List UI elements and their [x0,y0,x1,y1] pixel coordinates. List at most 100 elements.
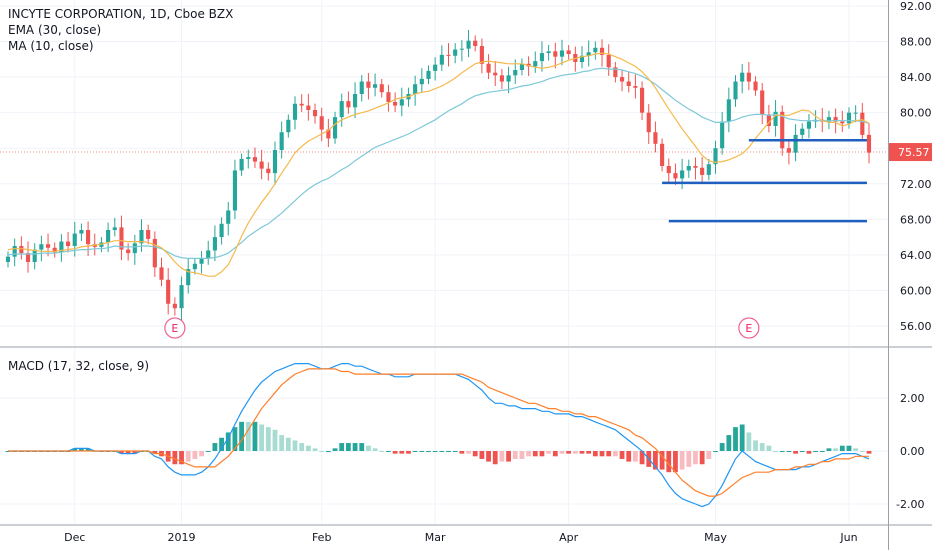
candle-body [566,50,571,54]
macd-histogram-bar [179,451,184,465]
macd-histogram-bar [172,451,178,465]
macd-histogram-bar [746,432,752,451]
macd-axis-label: -2.00 [896,498,924,511]
candle-body [146,230,151,239]
price-axis-label: 88.00 [900,36,932,49]
macd-histogram-bar [232,427,238,451]
candle-body [806,121,811,129]
macd-histogram-bar [459,451,465,454]
candle-body [413,84,418,94]
candle-body [786,148,791,153]
candle-body [426,70,431,79]
price-axis-label: 64.00 [900,249,932,262]
candle-body [760,90,765,115]
ema-30-line [7,67,870,259]
candle-body [499,75,504,82]
candle-body [506,75,511,82]
candle-body [613,67,618,78]
candle-body [186,269,191,286]
candle-body [553,51,558,57]
price-axis-label: 56.00 [900,320,932,333]
macd-histogram-bar [786,451,792,452]
macd-histogram-bar [739,424,745,451]
candle-body [112,227,117,230]
candle-body [606,54,611,68]
macd-histogram-bar [559,451,565,454]
time-axis-label: Feb [312,531,331,544]
candle-body [866,134,872,153]
candle-body [666,166,671,174]
candle-body [486,63,491,73]
macd-histogram-bar [479,451,485,459]
time-axis-label: 2019 [168,531,196,544]
macd-histogram-bar [486,451,491,462]
candle-body [706,164,711,175]
macd-histogram-bar [332,448,338,451]
candle-body [66,241,71,246]
macd-histogram-bar [345,443,351,451]
macd-histogram-bar [726,435,732,451]
macd-histogram-bar [366,445,371,451]
candle-body [312,110,318,117]
macd-histogram-bar [866,451,872,454]
candle-body [25,253,31,262]
candle-body [132,243,137,254]
macd-histogram-bar [526,451,532,457]
candle-body [833,117,838,122]
candle-body [673,173,678,179]
macd-histogram-bar [806,451,812,454]
candle-body [346,101,351,108]
candle-body [166,279,171,304]
candle-body [633,86,638,88]
macd-histogram-bar [185,451,191,462]
macd-histogram-bar [713,451,718,452]
macd-histogram-bar [439,451,445,452]
macd-histogram-bar [72,448,78,451]
candle-body [32,249,37,262]
candle-body [393,102,398,106]
candle-body [740,72,745,82]
macd-histogram-bar [406,451,411,454]
candle-body [646,112,651,133]
candle-body [232,170,237,211]
macd-histogram-bar [773,451,778,452]
macd-histogram-bar [299,443,305,451]
macd-axis-label: 2.00 [900,392,925,405]
macd-histogram-bar [753,440,758,451]
macd-histogram-bar [426,451,431,452]
macd-histogram-bar [619,451,625,459]
candle-body [59,241,64,253]
candle-body [373,84,378,88]
macd-histogram-bar [512,451,518,459]
candle-body [179,285,184,309]
macd-histogram-bar [686,451,692,467]
price-axis-label: 80.00 [900,107,932,120]
macd-histogram-bar [466,451,471,454]
chart-legend-item: MA (10, close) [8,39,94,53]
macd-histogram-bar [119,451,124,454]
macd-histogram-bar [546,451,552,454]
candle-body [773,111,778,126]
candle-body [479,46,484,64]
candle-body [619,77,625,82]
candle-body [733,81,738,100]
macd-histogram-bar [492,451,498,465]
candle-body [339,101,344,118]
candle-body [546,51,551,54]
time-axis-label: Mar [425,531,446,544]
candle-body [272,150,278,174]
macd-histogram-bar [846,445,852,451]
candle-body [493,72,498,76]
candle-body [853,112,858,114]
macd-histogram-bar [606,451,612,457]
macd-histogram-bar [819,451,825,452]
macd-histogram-bar [85,448,91,451]
price-axis-label: 84.00 [900,71,932,84]
candle-body [45,244,51,248]
price-axis-label: 92.00 [900,0,932,13]
candle-body [860,112,865,135]
macd-histogram-bar [853,448,859,451]
last-price-tag [889,143,932,162]
candle-body [139,230,144,244]
